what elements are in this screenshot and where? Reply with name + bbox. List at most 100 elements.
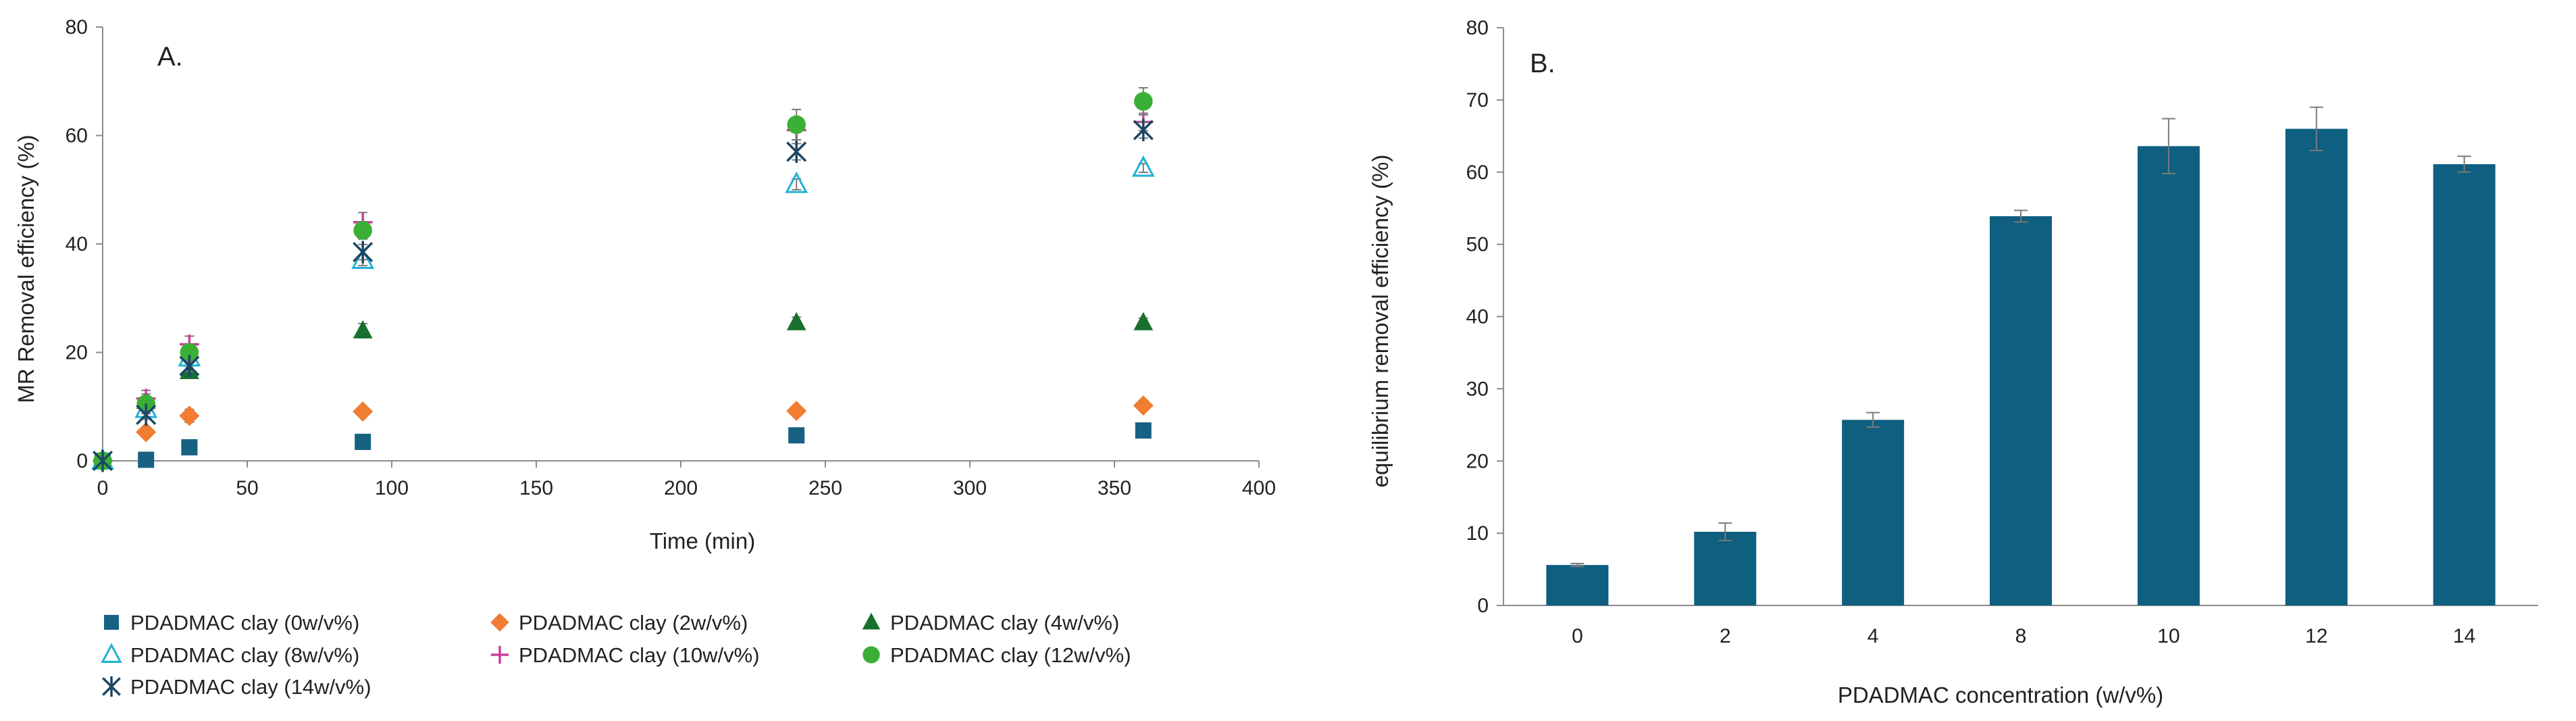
panel-b-y-tick-label: 40 bbox=[1466, 306, 1489, 328]
panel-a-x-tick-label: 150 bbox=[519, 477, 553, 499]
panel-a-x-tick-label: 400 bbox=[1242, 477, 1276, 499]
legend-item: PDADMAC clay (2w/v%) bbox=[490, 611, 748, 635]
panel-a-data-point bbox=[353, 241, 373, 264]
panel-a-legend: PDADMAC clay (0w/v%) PDADMAC clay (2w/v%)… bbox=[101, 611, 1131, 699]
panel-a-x-tick-label: 100 bbox=[375, 477, 409, 499]
panel-a-data-point bbox=[355, 433, 371, 450]
panel-a-data-point bbox=[1131, 155, 1155, 177]
panel-a-x-tick-label: 0 bbox=[97, 477, 109, 499]
panel-a-y-tick-label: 60 bbox=[66, 125, 88, 147]
panel-a-data-point bbox=[786, 312, 806, 330]
legend-item: PDADMAC clay (10w/v%) bbox=[490, 643, 760, 667]
panel-a-data-point bbox=[138, 451, 155, 468]
legend-marker bbox=[862, 646, 880, 664]
panel-a-data-point bbox=[92, 449, 113, 472]
legend-item: PDADMAC clay (12w/v%) bbox=[862, 643, 1131, 667]
panel-b-y-tick-label: 60 bbox=[1466, 161, 1489, 184]
panel-b-x-axis-label: PDADMAC concentration (w/v%) bbox=[1838, 682, 2163, 707]
panel-a-marks: 0 20 40 60 80 0 50 100 150 200 250 300 350 400 bbox=[66, 16, 1276, 499]
panel-a-y-axis-label: MR Removal efficiency (%) bbox=[14, 134, 38, 403]
legend-item: PDADMAC clay (0w/v%) bbox=[104, 611, 359, 635]
legend-item: PDADMAC clay (4w/v%) bbox=[862, 611, 1119, 635]
legend-label: PDADMAC clay (12w/v%) bbox=[890, 643, 1131, 667]
legend-marker bbox=[490, 645, 509, 664]
panel-a-data-point bbox=[353, 401, 373, 422]
legend-marker bbox=[101, 643, 122, 663]
panel-a-series bbox=[93, 312, 1154, 469]
panel-a-data-point bbox=[786, 401, 807, 422]
panel-a-data-point bbox=[1135, 422, 1152, 439]
panel-a-label: A. bbox=[157, 42, 183, 72]
panel-a-data-point bbox=[180, 343, 199, 362]
panel-a-data-point bbox=[136, 403, 157, 426]
legend-marker bbox=[862, 612, 881, 630]
legend-label: PDADMAC clay (10w/v%) bbox=[519, 643, 760, 667]
panel-b-x-tick-label: 4 bbox=[1867, 625, 1879, 647]
panel-b-y-tick-label: 0 bbox=[1477, 595, 1489, 617]
panel-a-y-tick-label: 20 bbox=[66, 342, 88, 364]
panel-b-x-tick-label: 14 bbox=[2453, 625, 2475, 647]
panel-a-series bbox=[93, 112, 1154, 471]
panel-a-data-point bbox=[785, 171, 808, 193]
panel-a-x-axis-label: Time (min) bbox=[650, 528, 755, 553]
panel-a-x-tick-label: 300 bbox=[953, 477, 987, 499]
panel-b-bar bbox=[2137, 146, 2200, 605]
panel-a-series bbox=[93, 86, 1153, 470]
legend-item: PDADMAC clay (14w/v%) bbox=[102, 675, 371, 699]
panel-b-y-tick-label: 50 bbox=[1466, 234, 1489, 256]
legend-marker bbox=[490, 613, 509, 632]
legend-item: PDADMAC clay (8w/v%) bbox=[101, 643, 359, 667]
panel-b-bar bbox=[1546, 565, 1609, 605]
panel-b-bar bbox=[1990, 216, 2052, 606]
legend-marker bbox=[104, 615, 119, 630]
panel-a-x-tick-label: 200 bbox=[664, 477, 698, 499]
panel-a-data-point bbox=[1133, 312, 1154, 330]
panel-a-data-point bbox=[179, 405, 200, 426]
panel-b-y-tick-label: 20 bbox=[1466, 450, 1489, 472]
panel-a-data-point bbox=[1133, 395, 1154, 416]
panel-b-x-tick-label: 8 bbox=[2015, 625, 2027, 647]
panel-b-bar bbox=[1842, 420, 1905, 605]
panel-a-series bbox=[91, 155, 1155, 470]
panel-b-bar bbox=[2285, 128, 2348, 605]
panel-b-y-tick-label: 10 bbox=[1466, 522, 1489, 545]
panel-a-data-point bbox=[351, 247, 375, 269]
panel-a-x-tick-label: 250 bbox=[808, 477, 842, 499]
panel-b-x-tick-label: 2 bbox=[1720, 625, 1731, 647]
legend-label: PDADMAC clay (14w/v%) bbox=[130, 675, 371, 699]
panel-b-bar bbox=[2433, 164, 2496, 605]
panel-a-data-point bbox=[788, 427, 805, 444]
panel-a-scatter-chart: A. Time (min) MR Removal efficiency (%) … bbox=[14, 16, 1276, 699]
panel-a-series bbox=[92, 118, 1154, 472]
panel-b-y-tick-label: 70 bbox=[1466, 89, 1489, 111]
panel-b-label: B. bbox=[1530, 49, 1555, 78]
panel-b-x-tick-label: 10 bbox=[2157, 625, 2180, 647]
panel-b-y-tick-label: 30 bbox=[1466, 378, 1489, 400]
panel-a-x-tick-label: 350 bbox=[1098, 477, 1131, 499]
panel-a-data-point bbox=[1133, 118, 1154, 142]
legend-label: PDADMAC clay (4w/v%) bbox=[890, 611, 1119, 635]
panel-b-marks: 0 10 20 30 40 50 60 70 80 0 2 4 8 10 12 14 bbox=[1466, 17, 2538, 647]
panel-b-y-axis-label: equilibrium removal efficiency (%) bbox=[1368, 155, 1393, 488]
panel-a-y-tick-label: 0 bbox=[76, 450, 88, 472]
panel-a-data-point bbox=[179, 355, 200, 378]
panel-a-data-point bbox=[1134, 92, 1153, 111]
panel-b-bar-chart: B. PDADMAC concentration (w/v%) equilibr… bbox=[1368, 17, 2538, 707]
panel-a-series bbox=[93, 395, 1154, 471]
panel-a-data-point bbox=[136, 422, 157, 443]
panel-a-data-point bbox=[181, 439, 198, 455]
panel-a-x-tick-label: 50 bbox=[236, 477, 258, 499]
panel-a-y-tick-label: 80 bbox=[66, 16, 88, 39]
panel-a-data-point bbox=[353, 320, 373, 339]
legend-marker bbox=[102, 676, 121, 697]
panel-a-data-point bbox=[353, 221, 372, 240]
panel-a-data-point bbox=[787, 115, 806, 134]
panel-b-x-tick-label: 12 bbox=[2305, 625, 2327, 647]
legend-label: PDADMAC clay (0w/v%) bbox=[130, 611, 359, 635]
panel-a-series bbox=[95, 422, 1152, 469]
legend-label: PDADMAC clay (2w/v%) bbox=[519, 611, 748, 635]
legend-label: PDADMAC clay (8w/v%) bbox=[130, 643, 359, 667]
panel-b-bar bbox=[1694, 531, 1757, 605]
panel-b-x-tick-label: 0 bbox=[1572, 625, 1583, 647]
